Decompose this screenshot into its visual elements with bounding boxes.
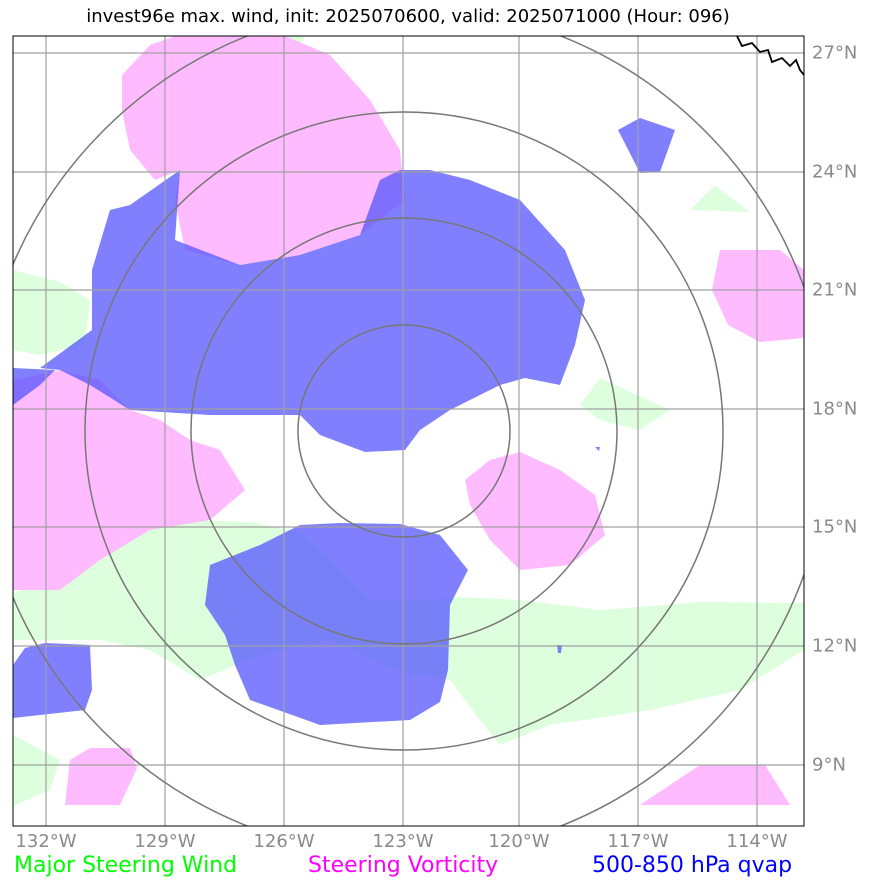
map-title: invest96e max. wind, init: 2025070600, v… — [86, 6, 730, 27]
map-frame — [12, 35, 805, 827]
steering-vorticity-layer — [13, 36, 804, 805]
range-ring-1 — [297, 324, 511, 538]
legend-qvap: 500-850 hPa qvap — [592, 853, 793, 878]
lon-label-117w: 117°W — [607, 831, 669, 852]
lon-label-132w: 132°W — [15, 831, 77, 852]
lat-label-12n: 12°N — [812, 635, 858, 657]
lon-label-126w: 126°W — [253, 831, 315, 852]
lat-label-9n: 9°N — [812, 754, 846, 776]
lon-label-120w: 120°W — [488, 831, 550, 852]
range-ring-2 — [190, 217, 618, 645]
lat-label-24n: 24°N — [812, 161, 858, 183]
lat-label-27n: 27°N — [812, 42, 858, 64]
legend-steering-vorticity: Steering Vorticity — [308, 853, 499, 878]
lat-label-21n: 21°N — [812, 279, 858, 301]
legend-steering-wind: Major Steering Wind — [14, 853, 238, 878]
lon-label-114w: 114°W — [726, 831, 788, 852]
lon-label-129w: 129°W — [134, 831, 196, 852]
lat-label-18n: 18°N — [812, 398, 858, 420]
lat-label-15n: 15°N — [812, 516, 858, 538]
lon-label-123w: 123°W — [372, 831, 434, 852]
map-gridlines — [13, 36, 804, 826]
coastline — [736, 36, 804, 76]
range-ring-3 — [84, 111, 724, 751]
range-rings — [13, 36, 804, 826]
qvap-layer — [13, 118, 675, 725]
